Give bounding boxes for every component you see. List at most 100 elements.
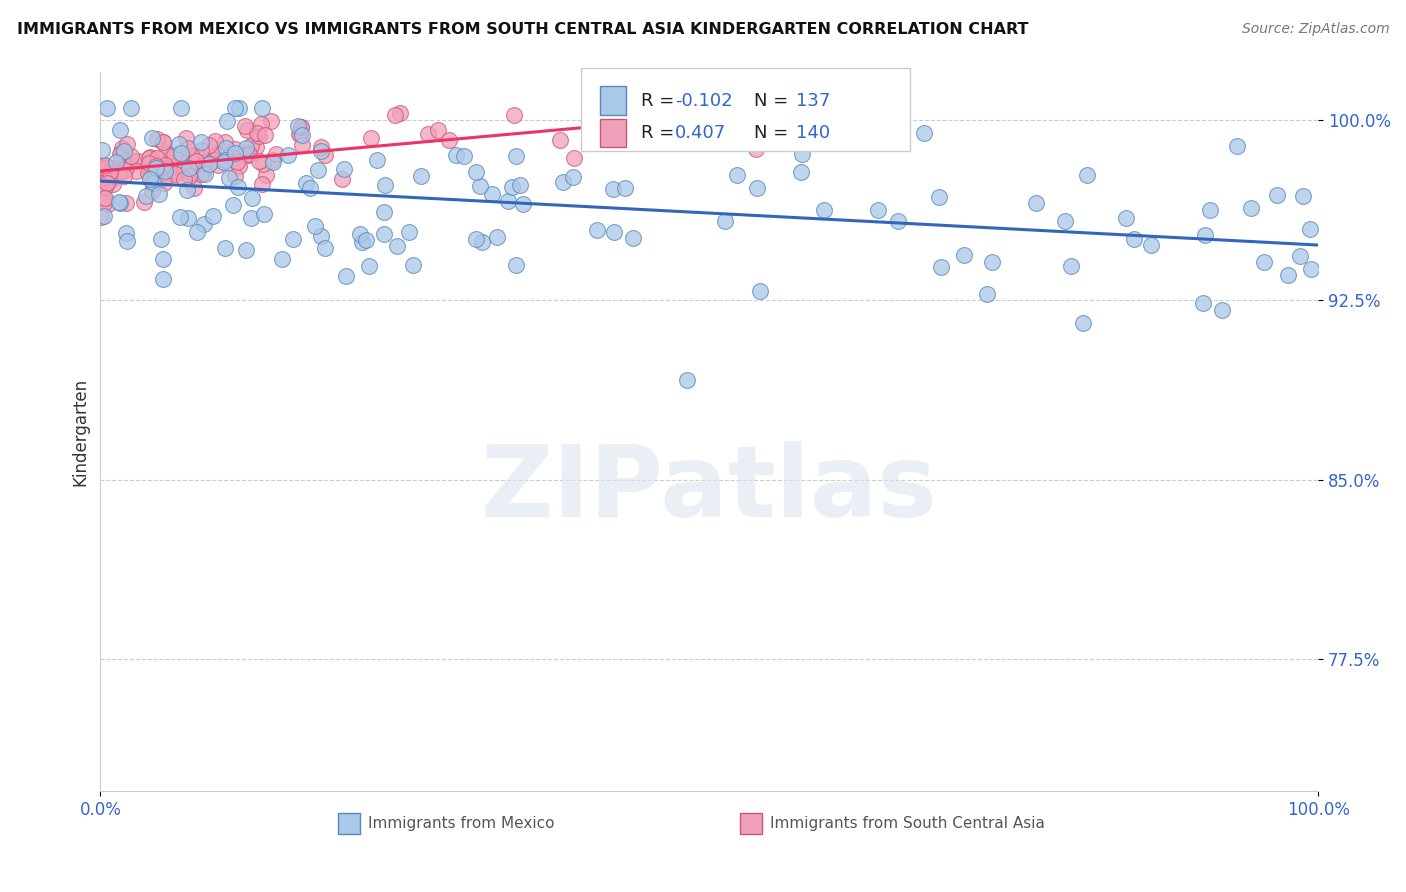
- Point: [366, 153, 388, 168]
- Point: [240, 211, 263, 226]
- Point: [197, 157, 219, 171]
- Point: [314, 242, 336, 256]
- Point: [100, 172, 122, 186]
- Point: [115, 159, 138, 173]
- Point: [309, 145, 332, 159]
- Point: [163, 165, 186, 179]
- Point: [135, 189, 157, 203]
- Point: [93, 195, 115, 210]
- Point: [177, 211, 200, 226]
- Text: Source: ZipAtlas.com: Source: ZipAtlas.com: [1241, 22, 1389, 37]
- Point: [238, 146, 260, 161]
- Point: [101, 178, 124, 192]
- Point: [100, 171, 122, 186]
- Point: [1071, 316, 1094, 330]
- Point: [468, 179, 491, 194]
- Point: [252, 177, 274, 191]
- Point: [190, 143, 212, 157]
- Point: [94, 180, 117, 194]
- Point: [612, 127, 634, 141]
- Point: [174, 131, 197, 145]
- Point: [246, 127, 269, 141]
- Point: [676, 373, 699, 387]
- Point: [335, 268, 357, 283]
- Text: N =: N =: [755, 92, 794, 110]
- Point: [90, 210, 112, 224]
- Point: [143, 172, 166, 186]
- Point: [177, 169, 200, 184]
- Point: [184, 154, 207, 169]
- Point: [166, 164, 188, 178]
- Point: [612, 126, 634, 140]
- Point: [94, 159, 117, 173]
- Point: [676, 124, 699, 138]
- Point: [93, 209, 115, 223]
- Point: [108, 146, 131, 161]
- Point: [270, 252, 292, 267]
- Point: [145, 160, 167, 174]
- Point: [1289, 249, 1312, 263]
- Point: [247, 128, 270, 143]
- FancyBboxPatch shape: [337, 813, 360, 834]
- Point: [183, 149, 205, 163]
- Point: [198, 137, 221, 152]
- Point: [152, 161, 174, 175]
- Point: [209, 146, 232, 161]
- Point: [94, 158, 117, 172]
- Point: [180, 148, 202, 162]
- Point: [228, 159, 250, 173]
- Point: [112, 144, 135, 158]
- Point: [287, 119, 309, 133]
- Point: [97, 197, 120, 211]
- Point: [190, 135, 212, 149]
- Point: [1292, 189, 1315, 203]
- Point: [288, 127, 311, 141]
- Point: [167, 136, 190, 151]
- Point: [1277, 268, 1299, 282]
- Point: [749, 284, 772, 298]
- Point: [143, 166, 166, 180]
- Point: [503, 108, 526, 122]
- Point: [107, 195, 129, 210]
- Point: [262, 155, 284, 169]
- Point: [1240, 202, 1263, 216]
- Point: [101, 161, 124, 175]
- Point: [222, 151, 245, 165]
- Text: Immigrants from Mexico: Immigrants from Mexico: [368, 816, 555, 831]
- Point: [288, 128, 311, 142]
- Point: [624, 104, 647, 119]
- Point: [194, 155, 217, 169]
- Point: [309, 228, 332, 243]
- Point: [1140, 238, 1163, 252]
- Point: [402, 258, 425, 272]
- Point: [112, 169, 135, 183]
- Point: [1211, 303, 1233, 318]
- Point: [186, 147, 208, 161]
- Point: [217, 114, 239, 128]
- Point: [142, 176, 165, 190]
- Point: [145, 161, 167, 175]
- Point: [1194, 228, 1216, 243]
- Point: [215, 141, 238, 155]
- Point: [1025, 195, 1047, 210]
- Point: [207, 158, 229, 172]
- Point: [1192, 296, 1215, 310]
- Point: [226, 180, 249, 194]
- Point: [224, 145, 246, 160]
- Point: [179, 161, 201, 176]
- Point: [485, 230, 508, 244]
- Point: [152, 135, 174, 149]
- Point: [108, 123, 131, 137]
- Point: [373, 227, 395, 241]
- Point: [621, 231, 644, 245]
- Text: R =: R =: [641, 124, 681, 142]
- Point: [120, 101, 142, 115]
- Point: [1253, 255, 1275, 269]
- Point: [603, 225, 626, 239]
- Point: [217, 150, 239, 164]
- Point: [360, 131, 382, 145]
- Point: [212, 154, 235, 169]
- Point: [142, 176, 165, 190]
- Point: [1226, 139, 1249, 153]
- Point: [149, 232, 172, 246]
